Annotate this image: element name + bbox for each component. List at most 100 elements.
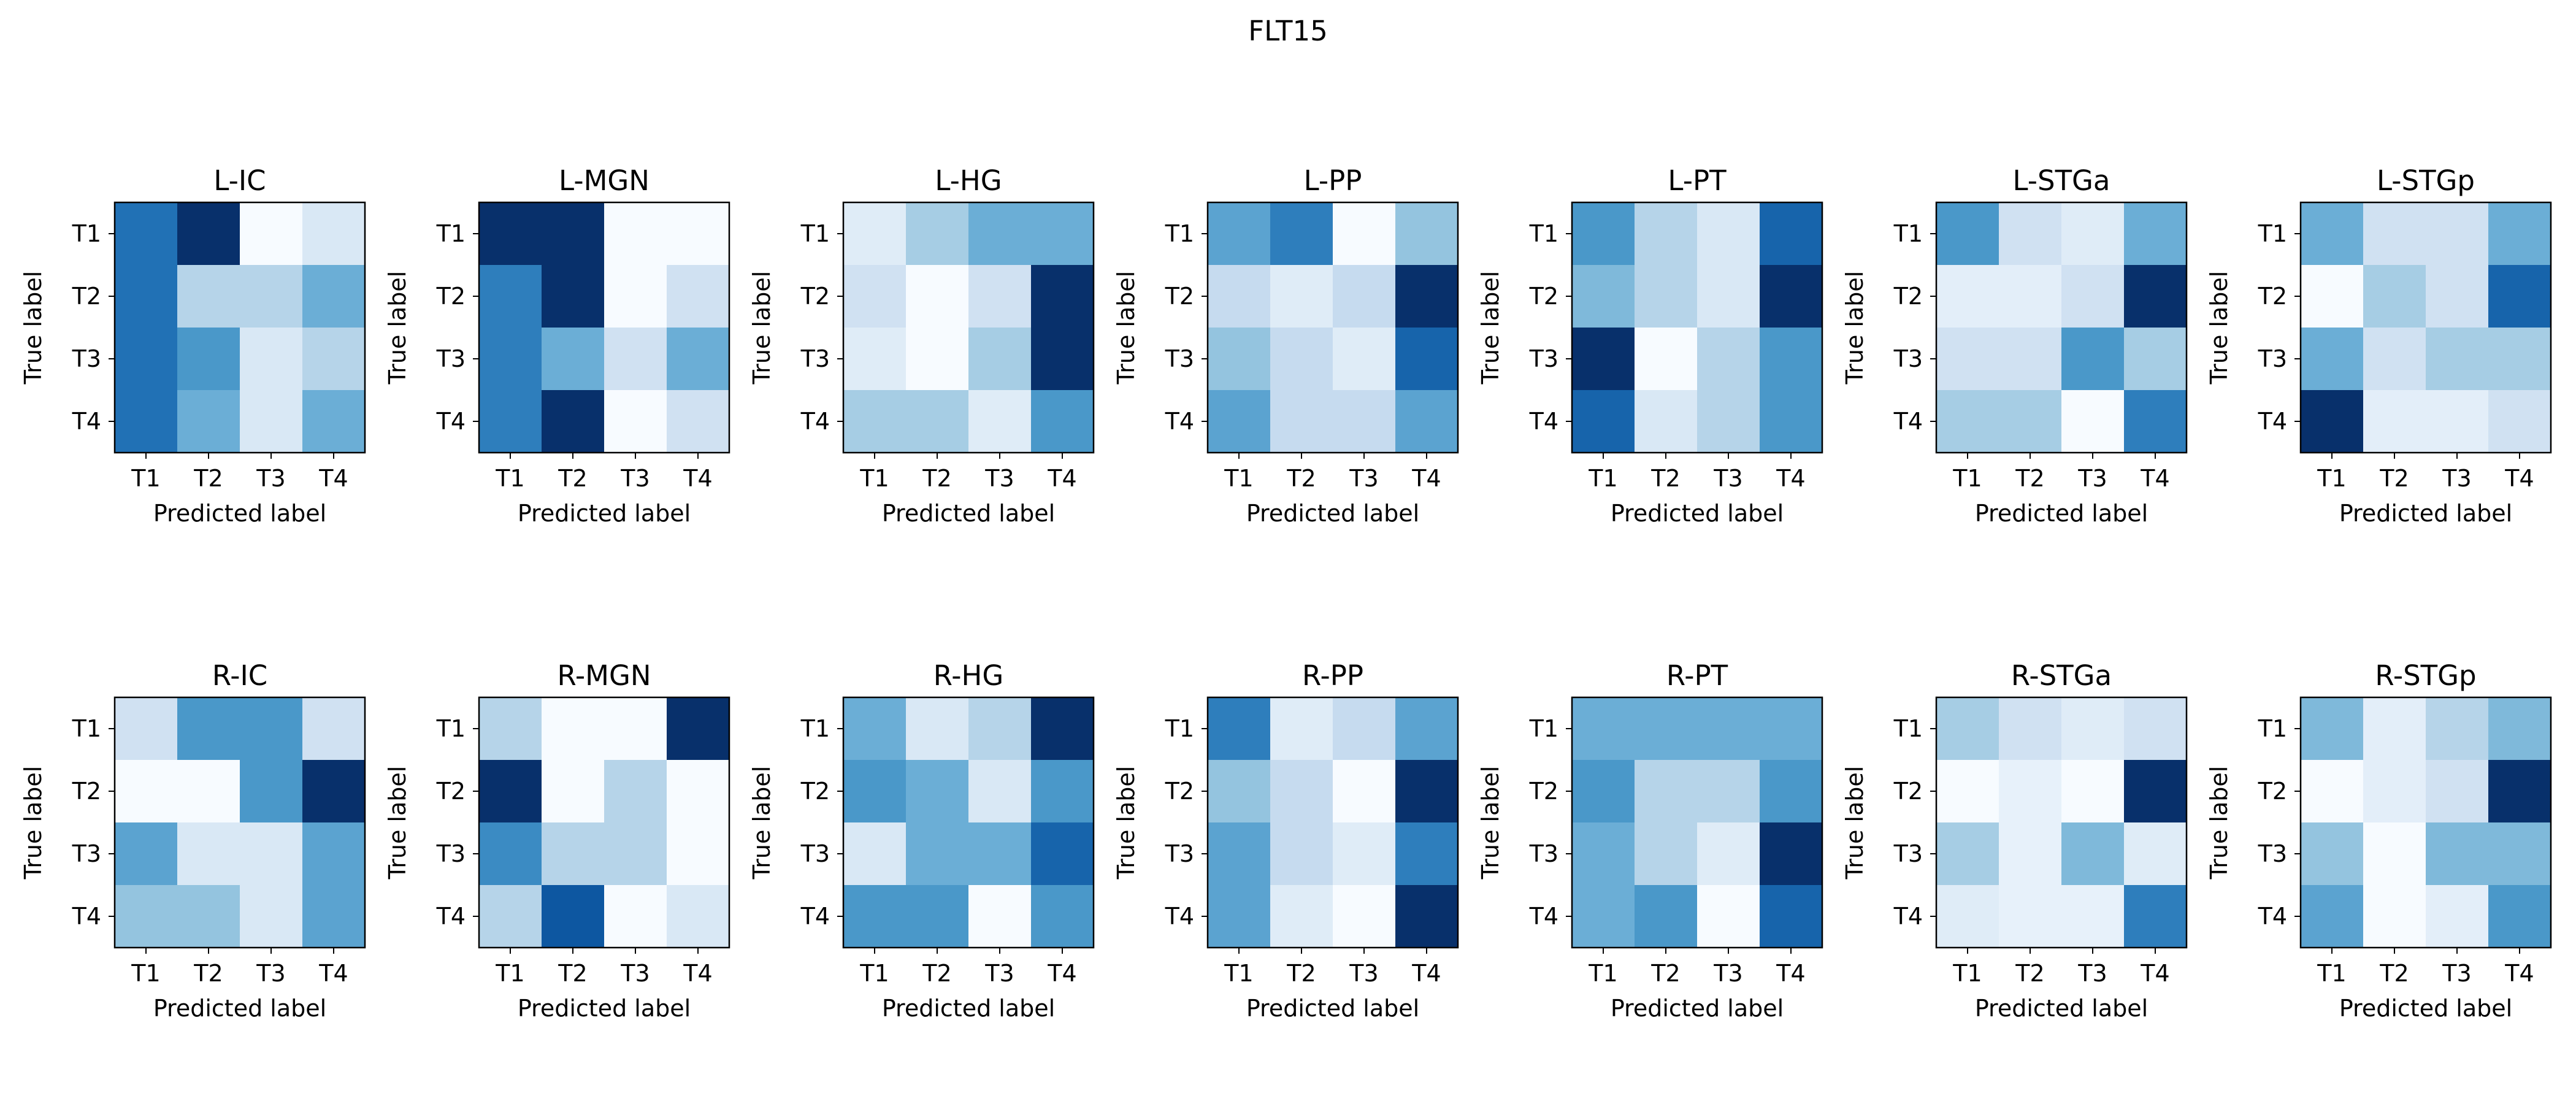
heatmap-cell xyxy=(542,822,605,886)
heatmap-cell xyxy=(968,202,1032,266)
y-tick-label: T2 xyxy=(1893,778,1923,805)
panel-title: R-PP xyxy=(1302,659,1363,692)
heatmap-cell xyxy=(667,328,730,391)
heatmap-cell xyxy=(2488,697,2551,761)
heatmap-cell xyxy=(2363,697,2426,761)
confusion-matrix-panel: R-PT T1 T2 T3 T4 T1 T2 T3 T4 Predicted label True … xyxy=(1477,659,1823,1022)
y-tick-label: T2 xyxy=(800,283,830,310)
heatmap-cell xyxy=(2363,390,2426,453)
heatmap-cell xyxy=(1270,390,1333,453)
panel-title: L-HG xyxy=(935,164,1002,197)
heatmap-cell xyxy=(1697,885,1760,948)
y-tick-label: T1 xyxy=(2258,715,2287,742)
heatmap-cell xyxy=(968,328,1032,391)
x-tick-label: T1 xyxy=(1588,465,1617,492)
heatmap-cell xyxy=(906,697,969,761)
x-tick-label: T2 xyxy=(2015,960,2044,987)
heatmap-cell xyxy=(2488,760,2551,823)
heatmap-cell xyxy=(302,760,366,823)
y-tick-label: T1 xyxy=(1165,220,1194,247)
heatmap-cell xyxy=(1270,697,1333,761)
heatmap-cell xyxy=(906,202,969,266)
y-tick-label: T3 xyxy=(1165,345,1194,372)
confusion-matrix-panel: R-IC T1 T2 T3 T4 T1 T2 T3 T4 Predicted label True … xyxy=(20,659,366,1022)
heatmap-cell xyxy=(1395,202,1459,266)
heatmap-cell xyxy=(1031,760,1094,823)
heatmap-cell xyxy=(542,390,605,453)
confusion-matrix-panel: L-STGa T1 T2 T3 T4 T1 T2 T3 T4 Predicted label Tru… xyxy=(1841,164,2188,527)
heatmap-cell xyxy=(604,760,667,823)
y-tick-label: T4 xyxy=(800,903,830,930)
x-tick-label: T3 xyxy=(2077,960,2107,987)
heatmap-cell xyxy=(2124,760,2187,823)
heatmap-cell xyxy=(1031,328,1094,391)
heatmap-cell xyxy=(1999,265,2062,328)
heatmap-cell xyxy=(1208,202,1271,266)
heatmap-cell xyxy=(1270,822,1333,886)
heatmap-cell xyxy=(1760,885,1823,948)
axes-frame xyxy=(2299,201,2552,454)
heatmap-cell xyxy=(1697,760,1760,823)
heatmap-cell xyxy=(1999,822,2062,886)
heatmap-cell xyxy=(2488,885,2551,948)
heatmap-cell xyxy=(240,697,303,761)
x-tick-label: T1 xyxy=(495,960,524,987)
x-tick-label: T2 xyxy=(922,465,951,492)
heatmap-cell xyxy=(479,822,542,886)
heatmap-cell xyxy=(1760,697,1823,761)
heatmap-cell xyxy=(1395,328,1459,391)
heatmap-cell xyxy=(1333,885,1396,948)
heatmap-cell xyxy=(843,760,907,823)
heatmap-cell xyxy=(1031,390,1094,453)
confusion-matrix-panel: R-MGN T1 T2 T3 T4 T1 T2 T3 T4 Predicted label True… xyxy=(384,659,730,1022)
y-tick-label: T3 xyxy=(436,840,466,867)
y-axis-label: True label xyxy=(748,766,775,880)
y-tick-label: T1 xyxy=(72,715,101,742)
y-tick-label: T3 xyxy=(1893,840,1923,867)
heatmap-cell xyxy=(2301,822,2364,886)
heatmap-cell xyxy=(2124,697,2187,761)
y-tick-label: T4 xyxy=(72,903,101,930)
x-tick-label: T1 xyxy=(1952,465,1982,492)
x-tick-label: T2 xyxy=(2379,465,2409,492)
heatmap-cell xyxy=(968,822,1032,886)
heatmap-cell xyxy=(2426,697,2489,761)
heatmap-cell xyxy=(1270,202,1333,266)
heatmap-cell xyxy=(1572,202,1635,266)
heatmap-cell xyxy=(2061,822,2125,886)
heatmap-cell xyxy=(240,822,303,886)
y-tick-label: T1 xyxy=(72,220,101,247)
heatmap-cell xyxy=(906,390,969,453)
heatmap-cell xyxy=(843,697,907,761)
y-tick-label: T3 xyxy=(1529,840,1558,867)
axes-frame xyxy=(1206,696,1459,949)
heatmap-cell xyxy=(2363,202,2426,266)
x-tick-label: T1 xyxy=(1224,960,1253,987)
y-axis-label: True label xyxy=(1113,271,1140,385)
heatmap-cell xyxy=(1031,265,1094,328)
panel-title: R-PT xyxy=(1666,659,1728,692)
panel-title: L-PP xyxy=(1304,164,1362,197)
x-tick-label: T4 xyxy=(318,960,348,987)
heatmap-cell xyxy=(604,885,667,948)
x-tick-label: T2 xyxy=(558,960,587,987)
heatmap-cell xyxy=(843,390,907,453)
heatmap-cell xyxy=(667,202,730,266)
axes-frame xyxy=(1206,201,1459,454)
heatmap-cell xyxy=(2124,390,2187,453)
x-tick-label: T1 xyxy=(1952,960,1982,987)
heatmap-cell xyxy=(240,202,303,266)
heatmap-cell xyxy=(302,822,366,886)
y-tick-label: T1 xyxy=(800,220,830,247)
heatmap-cell xyxy=(1031,697,1094,761)
y-tick-label: T4 xyxy=(1165,408,1194,435)
heatmap-cell xyxy=(302,265,366,328)
x-tick-label: T2 xyxy=(1286,960,1316,987)
y-axis-label: True label xyxy=(20,766,47,880)
confusion-matrix-panel: R-STGp T1 T2 T3 T4 T1 T2 T3 T4 Predicted label Tru… xyxy=(2206,659,2552,1022)
heatmap-cell xyxy=(1635,822,1698,886)
y-tick-label: T1 xyxy=(1893,220,1923,247)
x-tick-label: T4 xyxy=(2504,960,2534,987)
x-tick-label: T1 xyxy=(859,465,889,492)
